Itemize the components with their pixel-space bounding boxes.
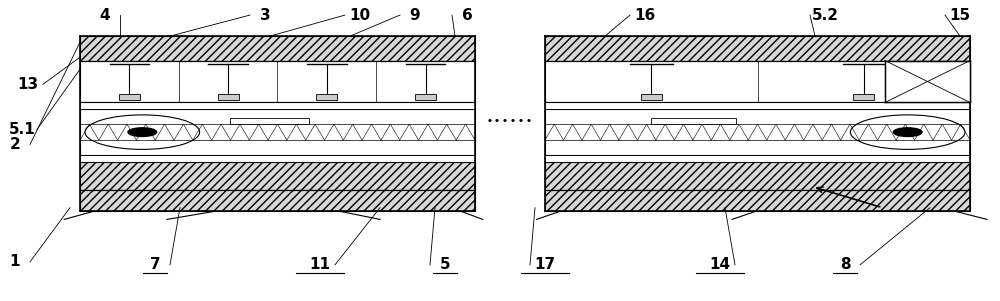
Bar bbox=[316, 94, 337, 100]
Bar bbox=[80, 110, 475, 155]
Text: 11: 11 bbox=[310, 257, 330, 272]
Text: 8: 8 bbox=[840, 257, 850, 272]
Text: 4: 4 bbox=[100, 8, 110, 23]
Bar bbox=[885, 61, 970, 102]
Bar bbox=[80, 190, 475, 211]
Text: 2: 2 bbox=[10, 137, 20, 152]
Text: 9: 9 bbox=[410, 8, 420, 23]
Text: 17: 17 bbox=[534, 257, 556, 272]
Text: ......: ...... bbox=[486, 104, 534, 127]
Circle shape bbox=[128, 128, 157, 136]
Text: 13: 13 bbox=[17, 77, 39, 92]
Bar bbox=[230, 118, 309, 123]
Bar bbox=[80, 36, 475, 61]
Bar bbox=[80, 102, 475, 110]
Bar bbox=[651, 118, 736, 123]
Bar bbox=[545, 162, 970, 190]
Text: 5.2: 5.2 bbox=[812, 8, 838, 23]
Bar bbox=[545, 110, 970, 155]
Text: 16: 16 bbox=[634, 8, 656, 23]
Bar bbox=[218, 94, 239, 100]
Bar bbox=[80, 162, 475, 190]
Bar bbox=[415, 94, 436, 100]
Bar bbox=[641, 94, 662, 100]
Bar bbox=[853, 94, 874, 100]
Bar bbox=[545, 190, 970, 211]
Circle shape bbox=[893, 128, 922, 136]
Text: 15: 15 bbox=[949, 8, 971, 23]
Bar bbox=[545, 36, 970, 61]
Text: 5.1: 5.1 bbox=[9, 122, 35, 137]
Text: 10: 10 bbox=[349, 8, 371, 23]
Text: 1: 1 bbox=[10, 254, 20, 269]
Bar bbox=[119, 94, 140, 100]
Text: 3: 3 bbox=[260, 8, 270, 23]
Text: 14: 14 bbox=[709, 257, 731, 272]
Bar bbox=[545, 102, 970, 110]
Text: 7: 7 bbox=[150, 257, 160, 272]
Bar bbox=[545, 155, 970, 162]
Bar bbox=[80, 155, 475, 162]
Text: 5: 5 bbox=[440, 257, 450, 272]
Text: 6: 6 bbox=[462, 8, 472, 23]
Bar bbox=[545, 61, 970, 102]
Bar bbox=[80, 61, 475, 102]
